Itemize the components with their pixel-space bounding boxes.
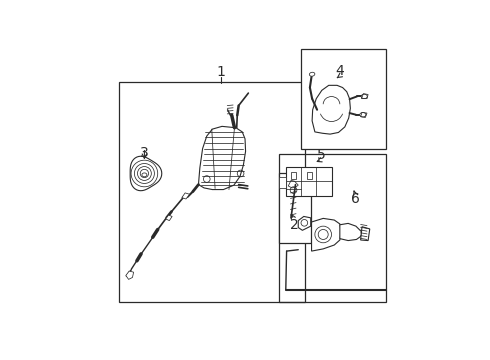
Text: 2: 2 — [290, 218, 298, 232]
Polygon shape — [298, 216, 311, 230]
Text: 3: 3 — [140, 146, 149, 160]
Ellipse shape — [361, 94, 368, 99]
Bar — [307, 172, 312, 179]
Polygon shape — [312, 219, 341, 251]
Bar — [279, 177, 286, 188]
Text: 1: 1 — [216, 65, 225, 79]
Bar — [291, 172, 296, 179]
Ellipse shape — [309, 72, 315, 76]
Text: 4: 4 — [336, 64, 344, 78]
Polygon shape — [340, 223, 362, 240]
Polygon shape — [126, 271, 134, 279]
Polygon shape — [361, 227, 370, 240]
Bar — [120, 82, 305, 302]
Polygon shape — [166, 215, 172, 221]
Bar — [279, 174, 311, 243]
Polygon shape — [312, 85, 350, 134]
Circle shape — [301, 220, 308, 226]
Polygon shape — [182, 193, 190, 199]
Bar — [279, 154, 386, 302]
Bar — [301, 49, 386, 149]
Bar — [286, 167, 332, 195]
Polygon shape — [130, 156, 162, 191]
Text: 6: 6 — [351, 192, 360, 206]
Text: 5: 5 — [318, 148, 326, 162]
Polygon shape — [198, 126, 245, 190]
Ellipse shape — [360, 112, 366, 117]
